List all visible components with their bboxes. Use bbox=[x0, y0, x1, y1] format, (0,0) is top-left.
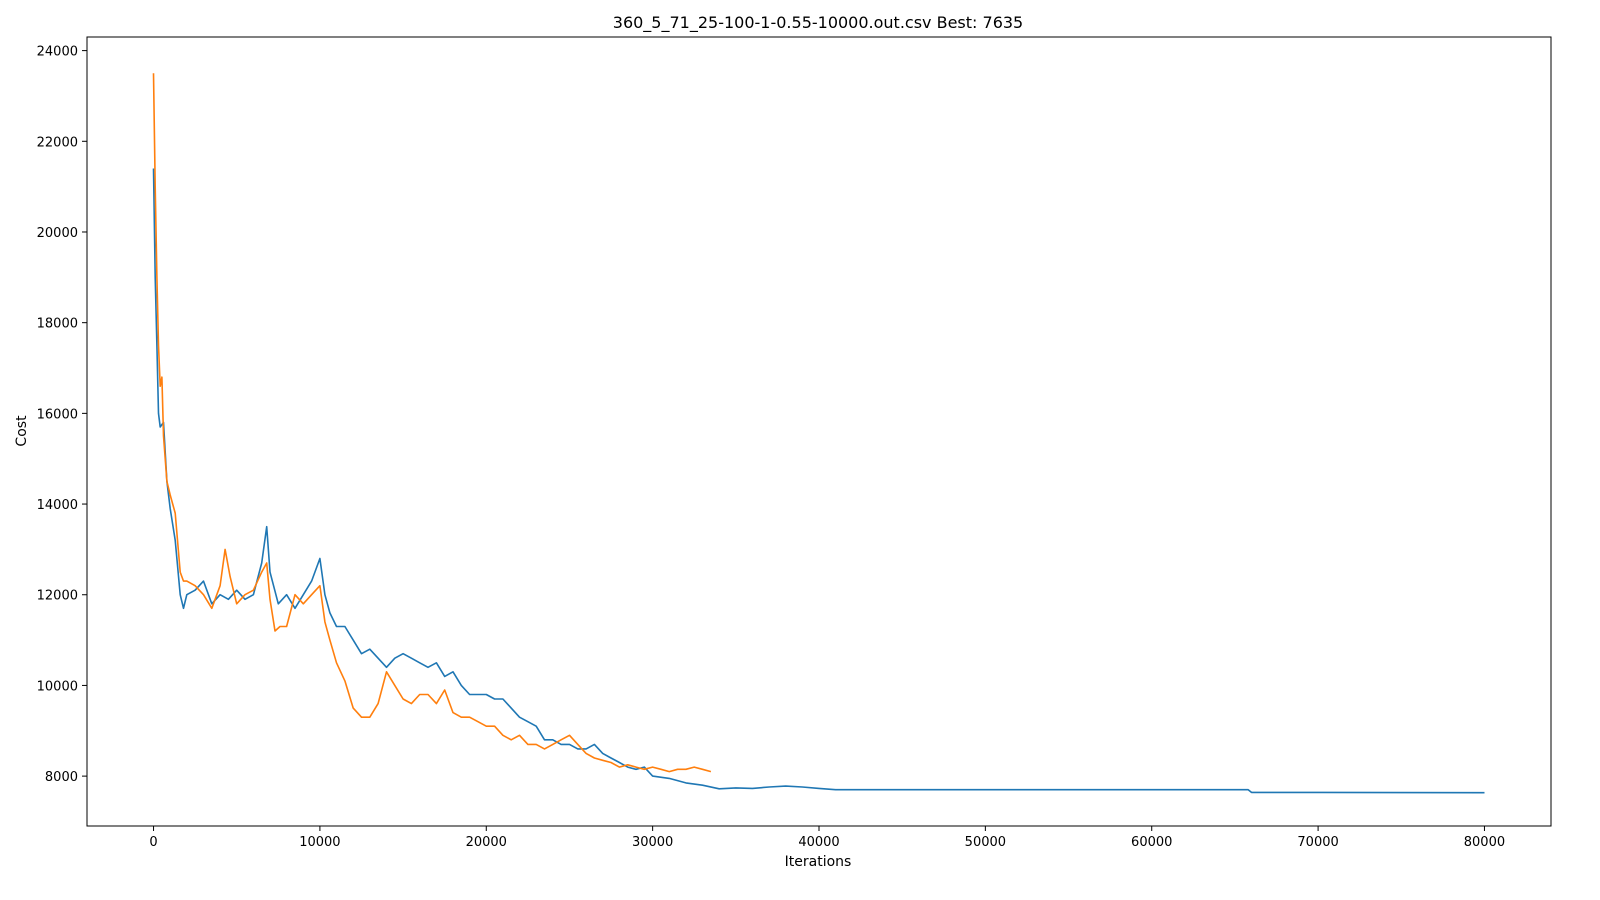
x-tick-label: 0 bbox=[149, 835, 157, 850]
y-tick-label: 24000 bbox=[37, 45, 78, 60]
y-tick-label: 10000 bbox=[37, 679, 78, 694]
x-tick-label: 70000 bbox=[1297, 835, 1338, 850]
x-tick-label: 80000 bbox=[1464, 835, 1505, 850]
y-tick-label: 14000 bbox=[37, 498, 78, 513]
x-axis: 0 10000 20000 30000 40000 50000 60000 70000 8000… bbox=[149, 826, 1505, 850]
y-axis: 8000 10000 12000 14000 16000 18000 20000 22000 2… bbox=[37, 45, 87, 785]
y-tick-label: 22000 bbox=[37, 135, 78, 150]
y-tick-label: 12000 bbox=[37, 589, 78, 604]
x-tick-label: 40000 bbox=[798, 835, 839, 850]
y-tick-label: 18000 bbox=[37, 317, 78, 332]
chart-title: 360_5_71_25-100-1-0.55-10000.out.csv Bes… bbox=[613, 13, 1023, 33]
x-tick-label: 30000 bbox=[632, 835, 673, 850]
y-axis-label: Cost bbox=[14, 415, 30, 447]
x-tick-label: 20000 bbox=[466, 835, 507, 850]
x-tick-label: 10000 bbox=[299, 835, 340, 850]
x-axis-label: Iterations bbox=[785, 854, 852, 870]
x-tick-label: 50000 bbox=[965, 835, 1006, 850]
series-layer bbox=[152, 73, 1485, 794]
series-line-2 bbox=[152, 73, 712, 773]
y-tick-label: 8000 bbox=[45, 770, 78, 785]
y-tick-label: 16000 bbox=[37, 407, 78, 422]
x-tick-label: 60000 bbox=[1131, 835, 1172, 850]
y-tick-label: 20000 bbox=[37, 226, 78, 241]
